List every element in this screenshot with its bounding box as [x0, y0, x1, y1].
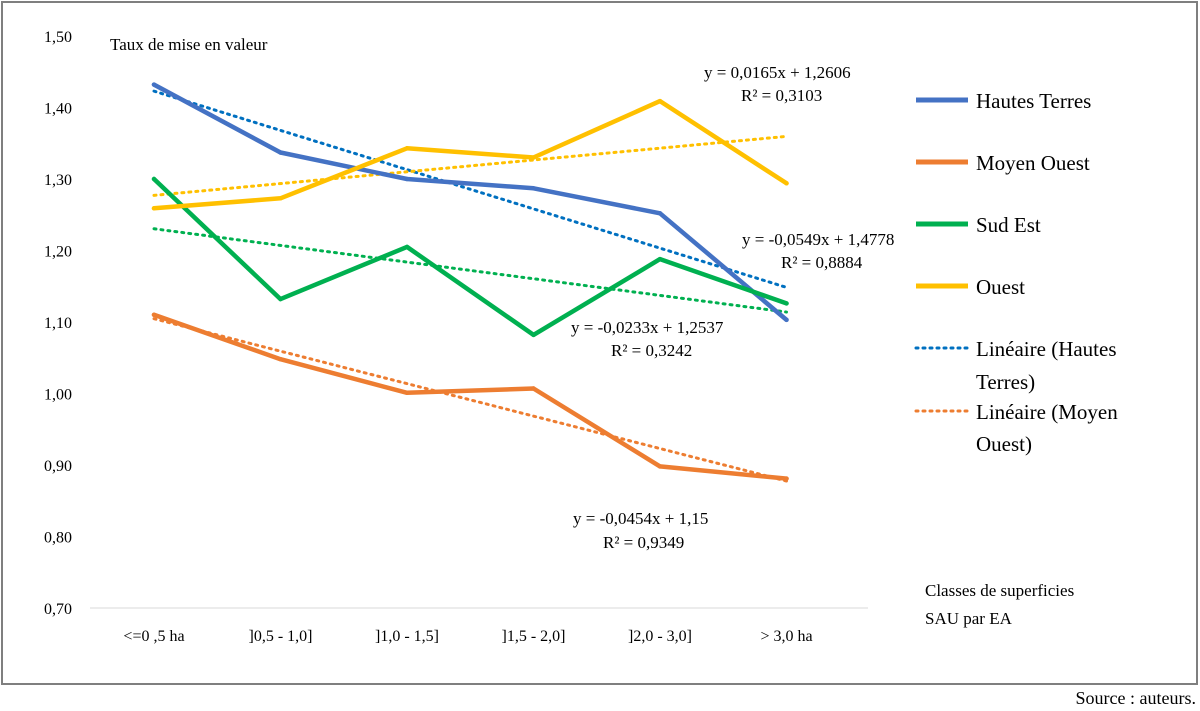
y-tick-label: 1,50	[44, 29, 72, 46]
r2-moyen-ouest: R² = 0,9349	[603, 533, 684, 552]
data-point-ouest	[404, 146, 410, 151]
r2-sud-est: R² = 0,3242	[611, 341, 692, 360]
legend-label-lineaire-hautes-terres-1: Linéaire (Hautes	[976, 337, 1117, 361]
data-point-moyen-ouest	[151, 312, 157, 318]
data-point-moyen-ouest	[404, 390, 410, 395]
r2-ouest: R² = 0,3103	[741, 86, 822, 105]
data-point-sud-est	[784, 301, 789, 306]
data-point-moyen-ouest	[657, 464, 663, 469]
x-tick-label: <=0 ,5 ha	[123, 628, 184, 645]
y-axis-title: Taux de mise en valeur	[110, 35, 268, 54]
y-tick-label: 0,90	[44, 458, 72, 475]
series-line-ouest	[151, 98, 789, 211]
trendline-lineaire-ouest	[152, 134, 788, 197]
data-point-hautes-terres	[657, 211, 663, 216]
trendline-lineaire-hautes-terres	[152, 89, 788, 289]
legend-label-hautes-terres: Hautes Terres	[976, 89, 1091, 113]
equation-sud-est: y = -0,0233x + 1,2537	[571, 318, 724, 337]
y-tick-label: 1,30	[44, 172, 72, 189]
data-point-hautes-terres	[151, 82, 157, 87]
r2-hautes-terres: R² = 0,8884	[781, 253, 863, 272]
x-tick-label: ]1,5 - 2,0]	[502, 628, 566, 645]
data-point-ouest	[151, 206, 157, 211]
data-point-sud-est	[531, 332, 536, 338]
data-point-ouest	[657, 98, 663, 104]
x-tick-label: ]1,0 - 1,5]	[375, 628, 439, 645]
data-point-hautes-terres	[784, 317, 789, 323]
x-axis-title-line-1: Classes de superficies	[925, 581, 1074, 600]
y-tick-label: 1,40	[44, 101, 72, 118]
equation-ouest: y = 0,0165x + 1,2606	[704, 63, 851, 82]
data-point-moyen-ouest	[784, 476, 789, 481]
data-point-moyen-ouest	[531, 386, 536, 391]
trendline-lineaire-sud-est	[152, 227, 788, 314]
data-point-sud-est	[278, 296, 283, 302]
series-line-moyen-ouest	[151, 312, 789, 481]
legend-label-lineaire-moyen-ouest-2: Ouest)	[976, 432, 1032, 456]
data-point-sud-est	[657, 256, 663, 262]
equation-hautes-terres: y = -0,0549x + 1,4778	[742, 230, 894, 249]
data-point-hautes-terres	[404, 176, 410, 182]
data-point-hautes-terres	[278, 150, 283, 155]
data-point-moyen-ouest	[278, 356, 283, 362]
x-tick-label: ]0,5 - 1,0]	[249, 628, 313, 645]
legend-label-sud-est: Sud Est	[976, 213, 1041, 237]
x-tick-label: > 3,0 ha	[760, 628, 812, 645]
legend-label-moyen-ouest: Moyen Ouest	[976, 151, 1090, 175]
legend: Hautes Terres Moyen Ouest Sud Est Ouest …	[914, 89, 1118, 456]
x-tick-label: ]2,0 - 3,0]	[628, 628, 692, 645]
legend-label-lineaire-moyen-ouest-1: Linéaire (Moyen	[976, 400, 1118, 424]
equation-moyen-ouest: y = -0,0454x + 1,15	[573, 509, 708, 528]
x-axis-ticks: <=0 ,5 ha ]0,5 - 1,0] ]1,0 - 1,5] ]1,5 - 2,…	[123, 628, 812, 645]
source-note: Source : auteurs.	[1076, 688, 1196, 708]
x-axis-title-line-2: SAU par EA	[925, 609, 1013, 628]
y-axis-ticks: 0,70 0,80 0,90 1,00 1,10 1,20 1,30 1,40 1,50	[44, 29, 72, 618]
series-line-hautes-terres	[151, 82, 789, 323]
trendlines	[152, 89, 788, 483]
y-tick-label: 1,00	[44, 387, 72, 404]
legend-label-lineaire-hautes-terres-2: Terres)	[976, 370, 1035, 394]
data-point-ouest	[278, 196, 283, 201]
chart-border	[1, 1, 1198, 685]
y-tick-label: 0,70	[44, 601, 72, 618]
data-point-ouest	[784, 181, 789, 186]
y-tick-label: 1,20	[44, 244, 72, 261]
y-tick-label: 1,10	[44, 315, 72, 332]
y-tick-label: 0,80	[44, 530, 72, 547]
data-point-sud-est	[404, 244, 410, 250]
series-lines	[151, 82, 789, 481]
data-point-hautes-terres	[531, 186, 536, 191]
data-point-ouest	[531, 155, 536, 160]
series-line-sud-est	[151, 176, 789, 338]
legend-label-ouest: Ouest	[976, 275, 1025, 299]
data-point-sud-est	[151, 176, 157, 182]
